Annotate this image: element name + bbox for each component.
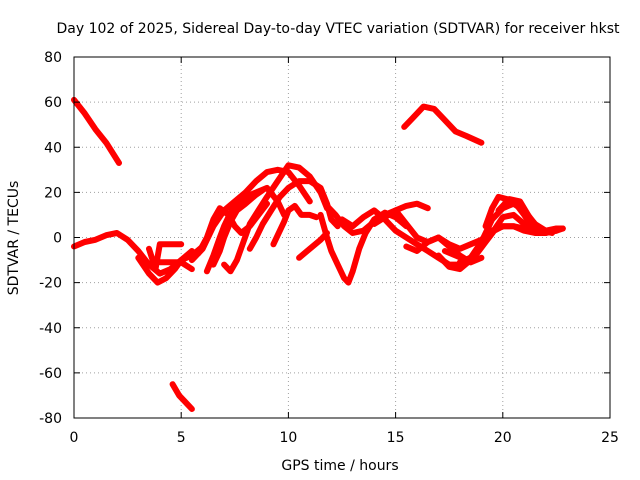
data-traces — [71, 96, 566, 412]
x-tick-label: 5 — [177, 430, 186, 446]
x-tick-label: 15 — [387, 430, 405, 446]
series-trace-1 — [71, 96, 122, 166]
y-axis-label: SDTVAR / TECUs — [6, 181, 22, 296]
y-tick-label: 20 — [44, 185, 62, 201]
series-trace-2 — [401, 103, 485, 146]
y-tick-label: 80 — [44, 50, 62, 66]
series-trace-6 — [146, 241, 185, 273]
series-trace-12 — [221, 162, 330, 275]
y-tick-label: -80 — [39, 411, 62, 427]
series-trace-14 — [270, 202, 320, 248]
series-trace-22 — [435, 211, 566, 273]
x-tick-label: 0 — [70, 430, 79, 446]
series-trace-5 — [135, 243, 206, 286]
x-tick-label: 25 — [601, 430, 619, 446]
y-tick-label: 60 — [44, 95, 62, 111]
grid — [74, 57, 610, 418]
y-tick-label: 0 — [53, 231, 62, 247]
y-tick-label: -60 — [39, 366, 62, 382]
axis-ticks: 0 5 10 15 20 25 -80 -60 -40 -20 0 20 40 60 80 — [39, 50, 619, 446]
x-axis-label: GPS time / hours — [281, 458, 398, 474]
y-tick-label: -20 — [39, 276, 62, 292]
series-trace-25 — [495, 196, 556, 236]
y-tick-label: -40 — [39, 321, 62, 337]
series-trace-3 — [169, 381, 195, 412]
y-tick-label: 40 — [44, 140, 62, 156]
series-trace-11 — [210, 187, 266, 268]
x-tick-label: 20 — [494, 430, 512, 446]
series-trace-7 — [156, 259, 195, 273]
series-trace-15 — [296, 230, 330, 261]
chart-title: Day 102 of 2025, Sidereal Day-to-day VTE… — [57, 21, 620, 37]
x-tick-label: 10 — [279, 430, 297, 446]
